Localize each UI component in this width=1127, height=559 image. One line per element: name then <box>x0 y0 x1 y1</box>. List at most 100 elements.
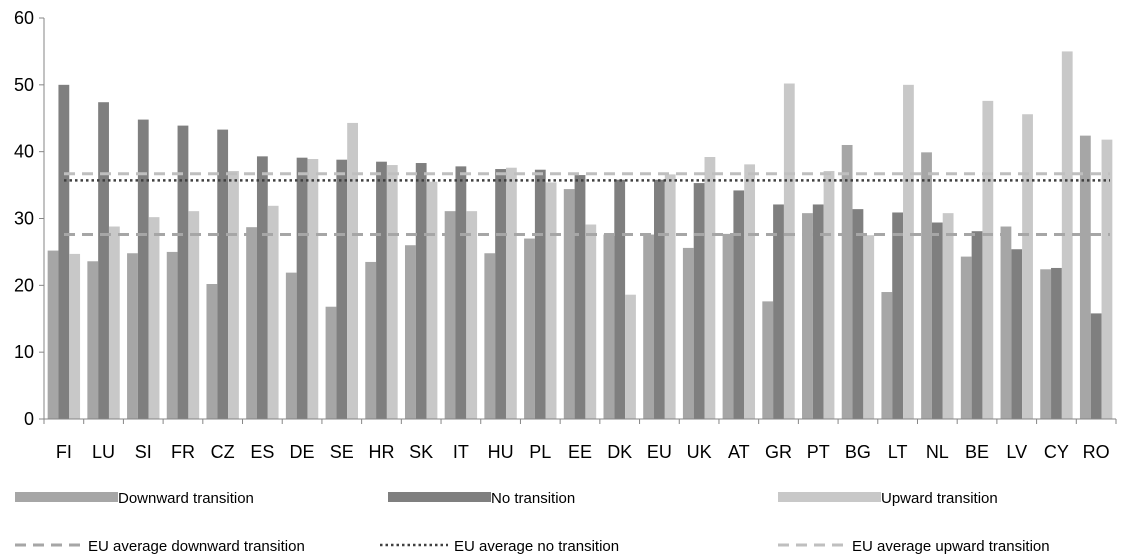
x-tick-label-gr: GR <box>765 442 792 462</box>
legend-label-upward-transition: Upward transition <box>881 490 998 507</box>
y-tick-labels: 0 10 20 30 40 50 60 <box>14 8 34 429</box>
bar-cz-no-transition <box>217 129 229 420</box>
bar-lt-no-transition <box>892 212 904 419</box>
bar-uk-no-transition <box>693 183 705 419</box>
bar-fi-downward-transition <box>47 250 59 419</box>
y-tick-label: 10 <box>14 342 34 362</box>
bar-fr-upward-transition <box>188 211 200 419</box>
bar-be-no-transition <box>971 231 983 419</box>
bar-fi-upward-transition <box>69 253 81 419</box>
bar-be-downward-transition <box>960 256 972 419</box>
bar-hu-upward-transition <box>505 167 517 419</box>
bar-sk-no-transition <box>415 163 427 419</box>
x-tick-label-at: AT <box>728 442 750 462</box>
bar-de-downward-transition <box>285 272 297 419</box>
x-tick-label-uk: UK <box>687 442 712 462</box>
x-tick-label-eu: EU <box>647 442 672 462</box>
bar-pl-downward-transition <box>524 238 535 419</box>
bar-lv-no-transition <box>1011 249 1023 419</box>
legend-label-eu-average-no-transition: EU average no transition <box>454 538 619 555</box>
bars-layer <box>47 51 1113 420</box>
bar-eu-upward-transition <box>664 174 676 419</box>
bar-bg-downward-transition <box>841 144 853 420</box>
bar-de-no-transition <box>296 157 308 419</box>
x-tick-label-hr: HR <box>368 442 394 462</box>
bar-pl-no-transition <box>534 169 546 419</box>
bar-lv-upward-transition <box>1022 114 1033 420</box>
bar-ro-no-transition <box>1090 313 1102 419</box>
bar-hr-downward-transition <box>365 261 377 419</box>
bar-at-upward-transition <box>744 164 756 419</box>
bar-hu-no-transition <box>495 169 506 419</box>
bar-lv-downward-transition <box>1000 226 1012 419</box>
bar-fi-no-transition <box>58 84 70 419</box>
legend-label-eu-average-upward-transition: EU average upward transition <box>852 538 1050 555</box>
bar-es-no-transition <box>256 156 268 419</box>
bar-lt-downward-transition <box>881 292 893 419</box>
bar-se-upward-transition <box>347 122 358 420</box>
bar-at-no-transition <box>733 190 745 419</box>
x-tick-label-se: SE <box>330 442 354 462</box>
x-tick-label-bg: BG <box>845 442 871 462</box>
bar-lu-upward-transition <box>108 226 120 419</box>
x-tick-label-pt: PT <box>807 442 830 462</box>
bar-eu-downward-transition <box>643 234 655 419</box>
x-tick-label-pl: PL <box>529 442 551 462</box>
bar-it-downward-transition <box>444 211 456 419</box>
bar-fr-downward-transition <box>166 251 178 419</box>
bar-se-no-transition <box>336 159 348 419</box>
bar-uk-downward-transition <box>682 247 694 419</box>
bar-si-no-transition <box>137 119 149 419</box>
legend-label-eu-average-downward-transition: EU average downward transition <box>88 538 305 555</box>
bar-cy-upward-transition <box>1061 51 1073 420</box>
legend-swatch-downward-transition <box>15 492 118 502</box>
bar-nl-downward-transition <box>921 152 932 419</box>
bar-dk-upward-transition <box>625 294 636 419</box>
bar-cy-no-transition <box>1051 267 1062 419</box>
bar-uk-upward-transition <box>704 157 716 419</box>
x-tick-label-ro: RO <box>1083 442 1110 462</box>
x-tick-label-fi: FI <box>56 442 72 462</box>
bar-ee-no-transition <box>574 175 586 419</box>
x-tick-label-dk: DK <box>607 442 632 462</box>
x-tick-label-si: SI <box>135 442 152 462</box>
x-tick-label-cz: CZ <box>211 442 235 462</box>
x-tick-label-be: BE <box>965 442 989 462</box>
x-tick-label-de: DE <box>290 442 315 462</box>
bar-pt-downward-transition <box>802 213 813 419</box>
bar-nl-upward-transition <box>942 213 954 419</box>
bar-hr-upward-transition <box>386 165 398 419</box>
legend-swatch-no-transition <box>388 492 491 502</box>
legend: Downward transition No transition Upward t… <box>15 490 1050 555</box>
bar-nl-no-transition <box>931 222 943 419</box>
bar-fr-no-transition <box>177 125 189 419</box>
bar-it-upward-transition <box>466 211 478 419</box>
bar-cz-upward-transition <box>228 171 239 419</box>
bar-lu-downward-transition <box>87 261 99 419</box>
x-tick-label-it: IT <box>453 442 469 462</box>
y-tick-label: 0 <box>24 409 34 429</box>
x-tick-label-ee: EE <box>568 442 592 462</box>
bar-cy-downward-transition <box>1040 269 1052 419</box>
bar-be-upward-transition <box>982 100 994 420</box>
x-tick-label-lu: LU <box>92 442 115 462</box>
bar-es-downward-transition <box>246 227 257 419</box>
bar-it-no-transition <box>455 166 467 419</box>
legend-label-downward-transition: Downward transition <box>118 490 254 507</box>
x-tick-label-es: ES <box>250 442 274 462</box>
y-tick-label: 50 <box>14 75 34 95</box>
x-tick-label-hu: HU <box>488 442 514 462</box>
bar-sk-upward-transition <box>426 181 438 419</box>
legend-label-no-transition: No transition <box>491 490 575 507</box>
bar-lu-no-transition <box>98 102 109 420</box>
bar-si-upward-transition <box>148 217 160 419</box>
bar-at-downward-transition <box>722 233 734 419</box>
bar-lt-upward-transition <box>903 84 914 419</box>
bar-gr-no-transition <box>773 204 784 419</box>
bar-dk-no-transition <box>614 179 626 419</box>
axes-layer <box>39 17 1117 424</box>
bar-eu-no-transition <box>654 179 665 419</box>
bar-pt-upward-transition <box>823 171 835 419</box>
y-tick-label: 40 <box>14 142 34 162</box>
